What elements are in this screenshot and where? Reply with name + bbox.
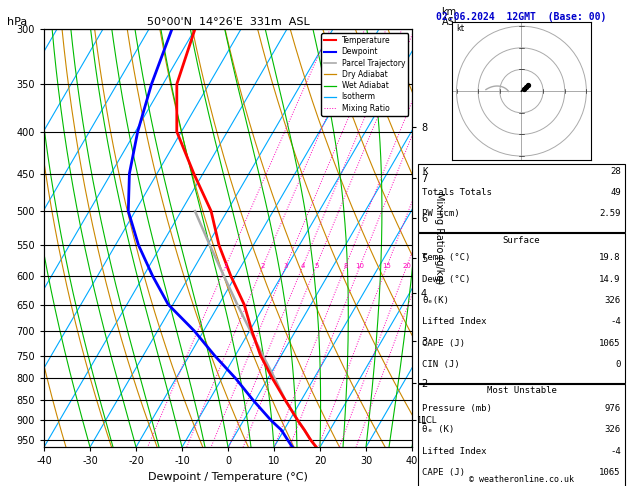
Text: Pressure (mb): Pressure (mb) [422,404,492,413]
Text: 2.59: 2.59 [599,209,621,219]
Text: PW (cm): PW (cm) [422,209,460,219]
Text: 326: 326 [604,425,621,434]
Text: 1: 1 [224,263,228,269]
Text: kt: kt [457,23,465,33]
Title: 50°00'N  14°26'E  331m  ASL: 50°00'N 14°26'E 331m ASL [147,17,309,27]
Y-axis label: Mixing Ratio (g/kg): Mixing Ratio (g/kg) [434,192,444,284]
Text: Temp (°C): Temp (°C) [422,253,470,262]
Text: 28: 28 [610,167,621,176]
Text: hPa: hPa [8,17,28,27]
Text: Lifted Index: Lifted Index [422,447,487,456]
Text: θₑ(K): θₑ(K) [422,296,449,305]
Text: Lifted Index: Lifted Index [422,317,487,327]
Text: 02.06.2024  12GMT  (Base: 00): 02.06.2024 12GMT (Base: 00) [437,12,606,22]
Text: 8: 8 [343,263,348,269]
Text: 2: 2 [261,263,265,269]
Text: 1065: 1065 [599,339,621,348]
Text: CAPE (J): CAPE (J) [422,339,465,348]
Text: -4: -4 [610,317,621,327]
Text: 5: 5 [314,263,318,269]
Text: K: K [422,167,428,176]
Text: 10: 10 [355,263,365,269]
Text: 49: 49 [610,188,621,197]
Text: 0: 0 [615,360,621,369]
Text: Most Unstable: Most Unstable [486,386,557,396]
Text: 20: 20 [403,263,411,269]
Text: 326: 326 [604,296,621,305]
Text: © weatheronline.co.uk: © weatheronline.co.uk [469,474,574,484]
Text: 1LCL: 1LCL [416,416,436,425]
Text: Surface: Surface [503,236,540,245]
Legend: Temperature, Dewpoint, Parcel Trajectory, Dry Adiabat, Wet Adiabat, Isotherm, Mi: Temperature, Dewpoint, Parcel Trajectory… [321,33,408,116]
Point [518,85,528,93]
Text: CAPE (J): CAPE (J) [422,468,465,477]
Text: 3: 3 [284,263,288,269]
Text: θₑ (K): θₑ (K) [422,425,454,434]
Point [523,81,533,88]
Text: 976: 976 [604,404,621,413]
Text: 14.9: 14.9 [599,275,621,284]
Text: -4: -4 [610,447,621,456]
Text: 15: 15 [382,263,392,269]
Text: 19.8: 19.8 [599,253,621,262]
X-axis label: Dewpoint / Temperature (°C): Dewpoint / Temperature (°C) [148,472,308,482]
Text: Totals Totals: Totals Totals [422,188,492,197]
Text: 1065: 1065 [599,468,621,477]
Text: Dewp (°C): Dewp (°C) [422,275,470,284]
Text: 4: 4 [301,263,305,269]
Text: CIN (J): CIN (J) [422,360,460,369]
Text: km
ASL: km ASL [442,7,460,27]
Point [521,83,531,91]
